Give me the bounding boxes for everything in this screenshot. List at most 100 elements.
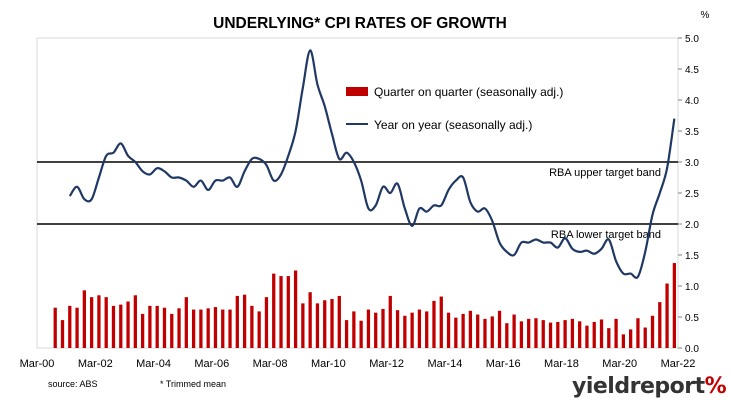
qoq-bar <box>111 305 116 348</box>
qoq-bar <box>541 320 545 348</box>
qoq-bar <box>374 312 378 348</box>
qoq-bar <box>636 318 640 348</box>
legend: Quarter on quarter (seasonally adj.) Yea… <box>346 85 563 132</box>
qoq-bar <box>53 307 57 348</box>
qoq-bar <box>301 303 305 348</box>
qoq-bar <box>585 325 589 348</box>
qoq-bar <box>170 313 174 348</box>
qoq-bar <box>184 297 188 348</box>
legend-swatch-qoq <box>346 87 368 96</box>
qoq-bar <box>476 314 480 348</box>
qoq-bar <box>527 318 531 348</box>
qoq-bar <box>512 314 516 348</box>
qoq-bar <box>425 311 429 348</box>
x-tick-label: Mar-22 <box>661 358 696 370</box>
qoq-bar <box>432 300 436 348</box>
qoq-bar <box>199 309 203 348</box>
qoq-bar <box>548 322 553 348</box>
yoy-line <box>68 49 676 279</box>
qoq-bar <box>381 308 385 348</box>
y-tick-label: 4.0 <box>685 96 699 107</box>
qoq-bar <box>89 297 94 348</box>
footnote: * Trimmed mean <box>160 379 226 389</box>
qoq-bar <box>570 318 575 348</box>
x-tick-label: Mar-04 <box>136 358 171 370</box>
chart-title: UNDERLYING* CPI RATES OF GROWTH <box>213 15 507 32</box>
qoq-bar <box>279 276 283 348</box>
qoq-bar <box>621 334 626 348</box>
qoq-bar <box>337 295 341 348</box>
qoq-bar <box>272 273 276 348</box>
qoq-bar <box>614 318 618 348</box>
brand-name: yieldreport <box>572 374 705 399</box>
x-tick-label: Mar-06 <box>194 358 229 370</box>
qoq-bar <box>658 302 662 348</box>
qoq-bar <box>344 320 349 348</box>
qoq-bars <box>53 263 676 348</box>
qoq-bar <box>505 323 509 348</box>
x-tick-label: Mar-02 <box>78 358 113 370</box>
qoq-bar <box>104 297 108 348</box>
x-tick-label: Mar-20 <box>602 358 637 370</box>
qoq-bar <box>592 321 596 348</box>
x-tick-label: Mar-14 <box>427 358 462 370</box>
qoq-bar <box>177 308 181 348</box>
x-tick-label: Mar-16 <box>486 358 521 370</box>
qoq-bar <box>607 328 611 348</box>
y-tick-label: 3.0 <box>685 158 699 169</box>
qoq-bar <box>643 327 647 348</box>
y-tick-label: 2.0 <box>685 220 699 231</box>
qoq-bar <box>228 309 232 348</box>
plot-area <box>36 37 679 349</box>
qoq-bar <box>155 305 159 348</box>
qoq-bar <box>629 329 633 348</box>
y-unit-label: % <box>701 10 710 21</box>
qoq-bar <box>665 283 669 348</box>
qoq-bar <box>68 305 72 348</box>
x-tick-label: Mar-18 <box>544 358 579 370</box>
reference-line-label: RBA upper target band <box>549 167 661 179</box>
qoq-bar <box>599 319 604 348</box>
percent-icon: % <box>704 374 727 399</box>
y-tick-label: 0.0 <box>685 344 699 355</box>
qoq-bar <box>191 309 196 348</box>
qoq-bar <box>534 318 538 348</box>
qoq-bar <box>403 315 407 348</box>
qoq-bar <box>672 263 676 348</box>
qoq-bar <box>359 320 363 348</box>
qoq-bar <box>454 317 458 348</box>
qoq-bar <box>563 320 567 348</box>
reference-line-label: RBA lower target band <box>551 229 661 241</box>
qoq-bar <box>439 296 443 348</box>
source-note: source: ABS <box>48 379 98 389</box>
x-tick-label: Mar-10 <box>311 358 346 370</box>
qoq-bar <box>308 292 312 348</box>
qoq-bar <box>162 307 167 348</box>
qoq-bar <box>148 305 152 348</box>
qoq-bar <box>206 308 210 348</box>
qoq-bar <box>388 295 392 348</box>
y-tick-label: 1.5 <box>685 251 699 262</box>
qoq-bar <box>140 313 145 348</box>
qoq-bar <box>468 310 473 348</box>
qoq-bar <box>97 295 101 348</box>
qoq-bar <box>410 312 414 348</box>
y-tick-label: 0.5 <box>685 313 699 324</box>
qoq-bar <box>133 295 137 348</box>
qoq-bar <box>286 276 290 348</box>
legend-label-qoq: Quarter on quarter (seasonally adj.) <box>374 85 563 99</box>
x-tick-label: Mar-00 <box>20 358 55 370</box>
qoq-bar <box>330 299 334 348</box>
qoq-bar <box>417 309 422 348</box>
y-tick-label: 4.5 <box>685 65 699 76</box>
qoq-bar <box>446 312 451 348</box>
qoq-bar <box>257 311 261 348</box>
y-tick-label: 3.5 <box>685 127 699 138</box>
x-tick-label: Mar-08 <box>253 358 288 370</box>
qoq-bar <box>293 270 298 348</box>
qoq-bar <box>264 297 269 348</box>
y-axis: 0.0 0.5 1.0 1.5 2.0 2.5 3.0 3.5 4.0 4.5 5.0 <box>678 34 699 355</box>
qoq-bar <box>82 290 86 348</box>
yoy-line-group <box>68 49 676 279</box>
